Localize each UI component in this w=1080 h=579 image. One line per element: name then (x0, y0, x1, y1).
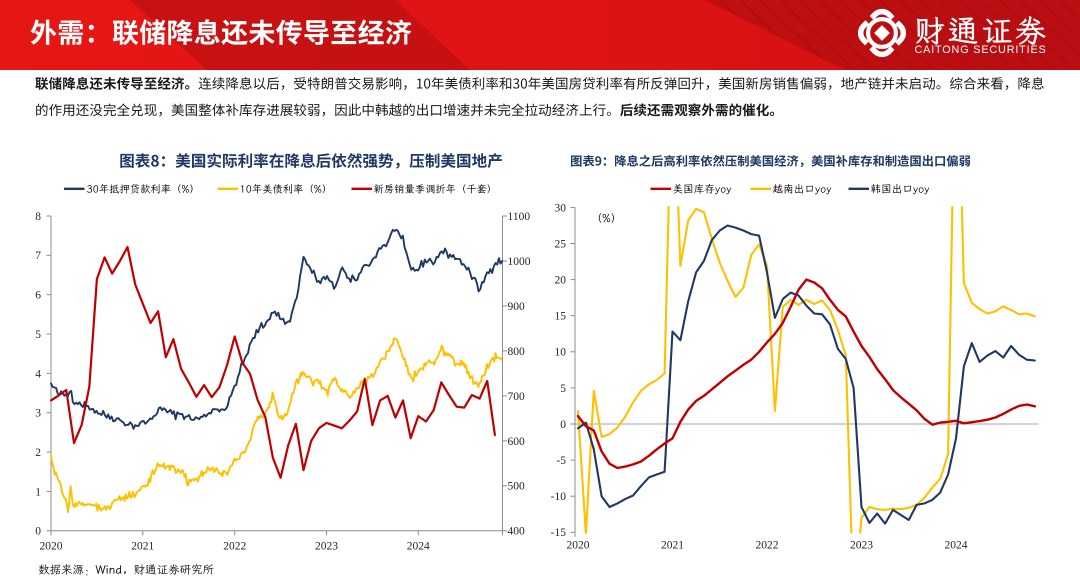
svg-text:30: 30 (555, 202, 567, 214)
svg-text:2022: 2022 (223, 541, 246, 553)
svg-text:0: 0 (35, 526, 41, 538)
svg-text:2023: 2023 (315, 541, 338, 553)
svg-text:2: 2 (35, 447, 41, 459)
svg-text:-10: -10 (551, 491, 567, 503)
svg-text:2021: 2021 (131, 541, 154, 553)
svg-text:500: 500 (508, 481, 526, 493)
svg-text:0: 0 (560, 419, 566, 431)
svg-text:2024: 2024 (407, 541, 430, 553)
svg-text:2024: 2024 (945, 540, 968, 552)
svg-text:CAITONG SECURITIES: CAITONG SECURITIES (915, 44, 1047, 56)
svg-text:800: 800 (508, 346, 526, 358)
svg-text:1: 1 (35, 486, 41, 498)
svg-text:1000: 1000 (508, 256, 531, 268)
svg-text:20: 20 (555, 275, 567, 287)
svg-text:2020: 2020 (40, 541, 63, 553)
svg-text:3: 3 (35, 408, 41, 420)
svg-text:600: 600 (508, 436, 526, 448)
svg-text:10: 10 (555, 347, 567, 359)
svg-text:15: 15 (555, 311, 567, 323)
svg-text:5: 5 (560, 383, 566, 395)
svg-text:2021: 2021 (661, 540, 684, 552)
svg-text:25: 25 (555, 238, 567, 250)
svg-text:2020: 2020 (567, 540, 590, 552)
svg-text:700: 700 (508, 391, 526, 403)
svg-text:4: 4 (35, 368, 41, 380)
svg-text:-5: -5 (556, 455, 566, 467)
svg-text:2023: 2023 (850, 540, 873, 552)
svg-text:1100: 1100 (508, 211, 531, 223)
svg-text:5: 5 (35, 329, 41, 341)
svg-text:6: 6 (35, 290, 41, 302)
svg-text:7: 7 (35, 250, 41, 262)
svg-text:900: 900 (508, 301, 526, 313)
svg-text:-15: -15 (551, 527, 567, 539)
svg-text:2022: 2022 (756, 540, 779, 552)
svg-text:8: 8 (35, 211, 41, 223)
svg-text:400: 400 (508, 526, 526, 538)
